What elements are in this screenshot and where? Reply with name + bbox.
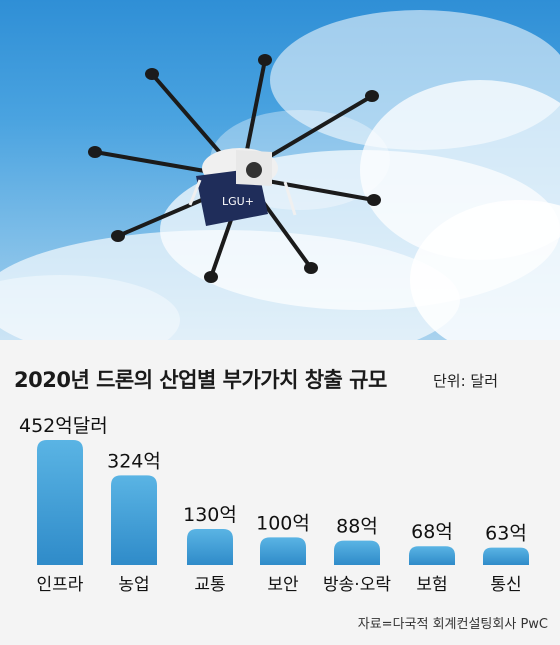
value-label-3: 130억 — [183, 504, 237, 526]
value-label-7: 63억 — [485, 523, 527, 545]
category-label-5: 방송·오락 — [323, 575, 391, 595]
category-label-7: 통신 — [490, 575, 521, 595]
value-label-5: 88억 — [336, 516, 378, 538]
bar-3 — [187, 529, 233, 565]
drone-box-label: LGU+ — [222, 195, 254, 208]
bar-5 — [334, 540, 380, 565]
drone — [93, 58, 376, 279]
bar-2 — [111, 475, 157, 565]
category-label-6: 보험 — [416, 575, 447, 595]
category-label-4: 보안 — [267, 575, 299, 595]
clouds — [0, 10, 560, 340]
chart-panel — [0, 340, 560, 645]
source-note: 자료=다국적 회계컨설팅회사 PwC — [357, 617, 548, 632]
drone-photo: LGU+ — [0, 0, 560, 340]
category-label-3: 교통 — [194, 575, 225, 595]
category-label-2: 농업 — [118, 575, 149, 595]
category-label-1: 인프라 — [37, 575, 84, 595]
bar-7 — [483, 547, 529, 565]
value-label-4: 100억 — [256, 512, 310, 534]
bar-4 — [260, 537, 306, 565]
value-label-2: 324억 — [107, 450, 161, 472]
value-label-1: 452억달러 — [19, 415, 108, 437]
unit-note: 단위: 달러 — [433, 372, 499, 390]
value-label-6: 68억 — [411, 521, 453, 543]
chart-title: 2020년 드론의 산업별 부가가치 창출 규모 — [14, 368, 387, 392]
bar-6 — [409, 546, 455, 565]
bar-1 — [37, 440, 83, 565]
